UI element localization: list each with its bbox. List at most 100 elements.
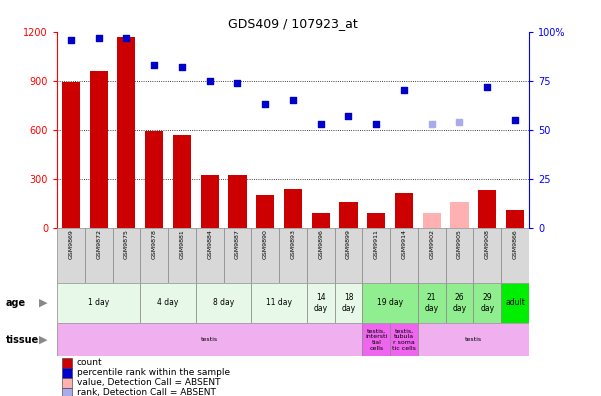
- Bar: [312, 213, 330, 228]
- Bar: [474, 228, 501, 283]
- Bar: [506, 210, 524, 228]
- Text: count: count: [77, 358, 103, 367]
- Bar: [85, 228, 112, 283]
- Bar: [362, 323, 390, 356]
- Point: [121, 34, 131, 41]
- Point: [427, 121, 436, 127]
- Bar: [307, 228, 335, 283]
- Text: 18
day: 18 day: [341, 293, 356, 312]
- Text: GSM9908: GSM9908: [485, 229, 490, 259]
- FancyBboxPatch shape: [62, 378, 72, 388]
- Bar: [57, 323, 362, 356]
- Bar: [390, 323, 418, 356]
- Text: value, Detection Call = ABSENT: value, Detection Call = ABSENT: [77, 378, 221, 386]
- Bar: [251, 228, 279, 283]
- Point: [260, 101, 270, 107]
- Bar: [451, 202, 469, 228]
- Text: 11 day: 11 day: [266, 299, 292, 307]
- Point: [94, 34, 103, 41]
- Text: GSM9875: GSM9875: [124, 229, 129, 259]
- Bar: [445, 228, 474, 283]
- Text: 1 day: 1 day: [88, 299, 109, 307]
- Bar: [501, 283, 529, 323]
- Point: [399, 87, 409, 93]
- Bar: [501, 228, 529, 283]
- Bar: [362, 283, 418, 323]
- Text: GSM9893: GSM9893: [290, 229, 296, 259]
- Text: 19 day: 19 day: [377, 299, 403, 307]
- Text: GSM9902: GSM9902: [429, 229, 435, 259]
- Text: testis: testis: [201, 337, 218, 342]
- Text: GSM9881: GSM9881: [180, 229, 185, 259]
- Text: 26
day: 26 day: [453, 293, 466, 312]
- Text: percentile rank within the sample: percentile rank within the sample: [77, 368, 230, 377]
- Text: GSM9896: GSM9896: [319, 229, 323, 259]
- Bar: [141, 283, 196, 323]
- Text: testis,
tubula
r soma
tic cells: testis, tubula r soma tic cells: [392, 328, 416, 351]
- Text: GSM9899: GSM9899: [346, 229, 351, 259]
- Bar: [367, 213, 385, 228]
- Text: testis: testis: [465, 337, 482, 342]
- Bar: [201, 175, 219, 228]
- Bar: [251, 283, 307, 323]
- Bar: [145, 131, 163, 228]
- Bar: [256, 195, 274, 228]
- Text: GSM9869: GSM9869: [69, 229, 73, 259]
- Text: 4 day: 4 day: [157, 299, 178, 307]
- Bar: [57, 228, 85, 283]
- FancyBboxPatch shape: [62, 358, 72, 368]
- Bar: [57, 283, 141, 323]
- Bar: [335, 228, 362, 283]
- Text: ▶: ▶: [39, 298, 47, 308]
- Bar: [390, 228, 418, 283]
- Bar: [284, 189, 302, 228]
- Text: GSM9887: GSM9887: [235, 229, 240, 259]
- Bar: [478, 190, 496, 228]
- Text: GSM9905: GSM9905: [457, 229, 462, 259]
- Bar: [418, 228, 445, 283]
- Text: GSM9911: GSM9911: [374, 229, 379, 259]
- Bar: [196, 228, 224, 283]
- Text: 8 day: 8 day: [213, 299, 234, 307]
- Point: [371, 121, 381, 127]
- Point: [316, 121, 326, 127]
- Bar: [196, 283, 251, 323]
- Bar: [335, 283, 362, 323]
- Text: adult: adult: [505, 299, 525, 307]
- Text: 14
day: 14 day: [314, 293, 328, 312]
- Bar: [474, 283, 501, 323]
- Point: [205, 78, 215, 84]
- Text: GSM9872: GSM9872: [96, 229, 101, 259]
- Bar: [418, 283, 445, 323]
- Bar: [173, 135, 191, 228]
- Point: [66, 36, 76, 43]
- Point: [510, 117, 520, 123]
- Text: GSM9866: GSM9866: [513, 229, 517, 259]
- Point: [483, 84, 492, 90]
- Text: 21
day: 21 day: [425, 293, 439, 312]
- Bar: [340, 202, 358, 228]
- Bar: [395, 192, 413, 228]
- Bar: [168, 228, 196, 283]
- Text: rank, Detection Call = ABSENT: rank, Detection Call = ABSENT: [77, 388, 216, 396]
- Bar: [112, 228, 141, 283]
- Text: ▶: ▶: [39, 335, 47, 345]
- Text: GSM9878: GSM9878: [151, 229, 157, 259]
- Point: [455, 119, 465, 125]
- Bar: [228, 175, 246, 228]
- Point: [288, 97, 297, 103]
- Bar: [423, 213, 441, 228]
- Bar: [117, 36, 135, 228]
- Bar: [141, 228, 168, 283]
- Bar: [224, 228, 251, 283]
- Text: age: age: [6, 298, 26, 308]
- Text: GSM9914: GSM9914: [401, 229, 406, 259]
- Text: GSM9884: GSM9884: [207, 229, 212, 259]
- Bar: [445, 283, 474, 323]
- Point: [344, 113, 353, 119]
- Text: testis,
intersti
tial
cells: testis, intersti tial cells: [365, 328, 388, 351]
- Text: GSM9890: GSM9890: [263, 229, 267, 259]
- Point: [150, 62, 159, 68]
- Bar: [307, 283, 335, 323]
- Bar: [418, 323, 529, 356]
